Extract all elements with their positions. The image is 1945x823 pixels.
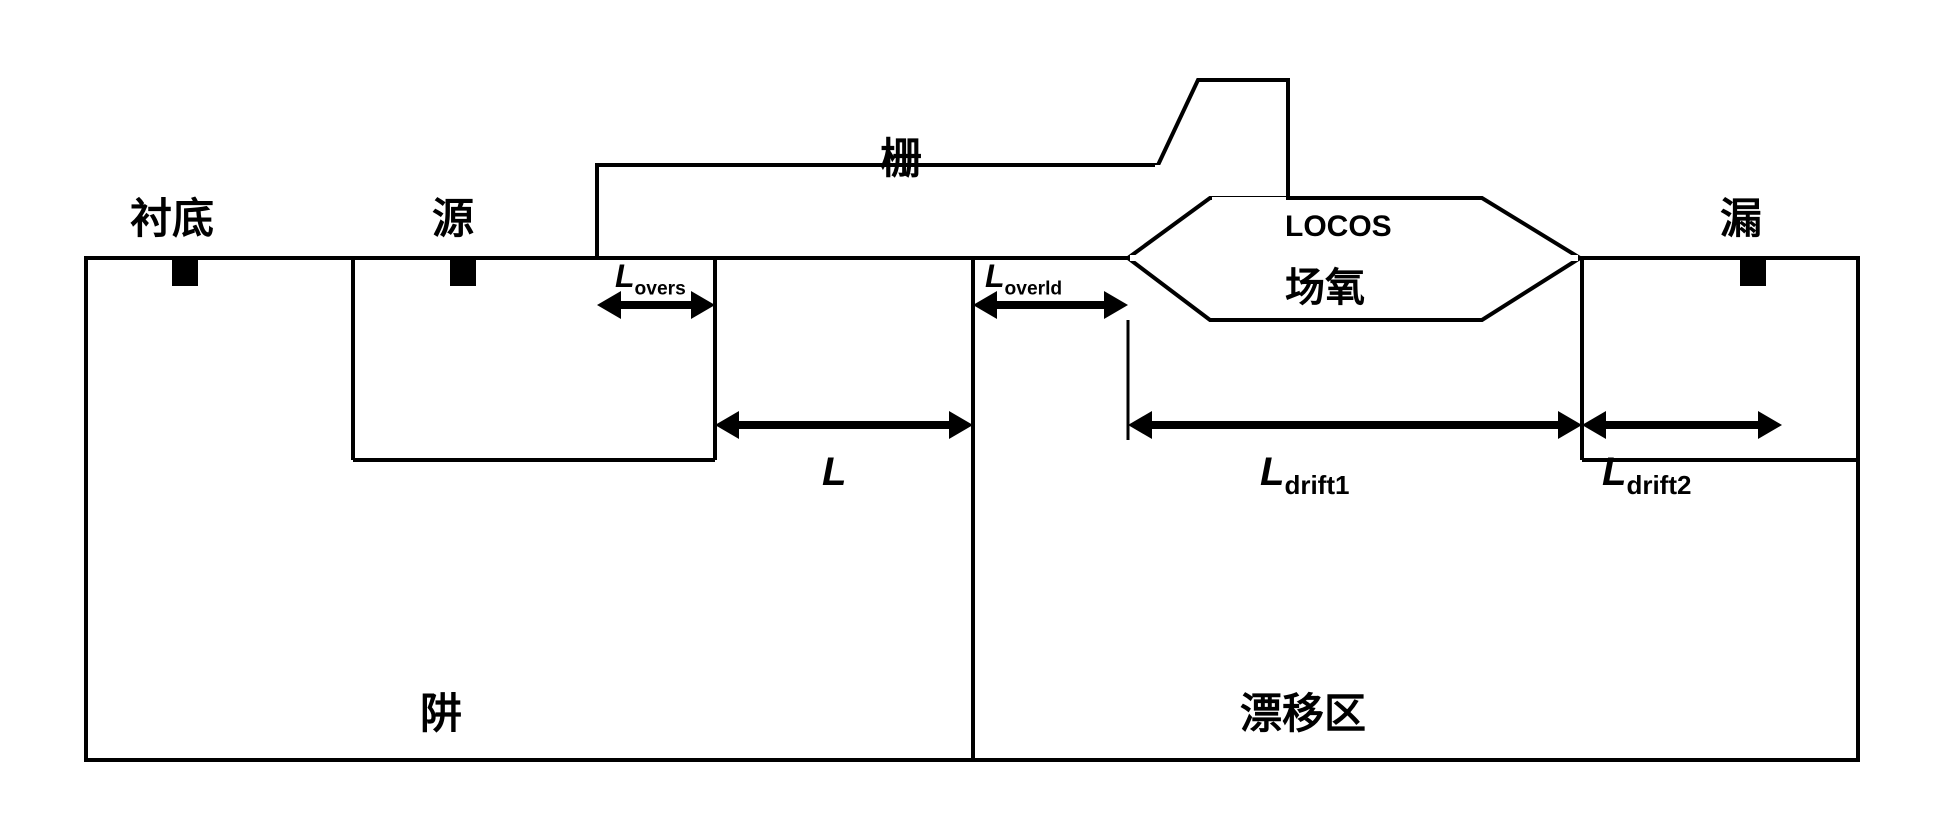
l-drift1-arrow	[1128, 411, 1582, 439]
diagram-container: 衬底 源 栅 漏 LOCOS 场氧 阱 漂移区 Lovers Loverld L…	[0, 0, 1945, 823]
substrate-label: 衬底	[130, 185, 214, 246]
substrate-contact	[172, 260, 198, 286]
l-drift2-label: Ldrift2	[1602, 450, 1691, 501]
locos-label: LOCOS	[1285, 210, 1392, 244]
drain-contact	[1740, 260, 1766, 286]
gate-label: 栅	[880, 125, 922, 186]
drain-label: 漏	[1720, 185, 1762, 246]
field-oxide-label: 场氧	[1285, 255, 1365, 313]
l-label: L	[822, 450, 846, 495]
l-overs-label: Lovers	[615, 258, 686, 300]
drift-region-label: 漂移区	[1240, 680, 1366, 741]
gate-box	[597, 165, 1158, 258]
l-drift1-label: Ldrift1	[1260, 450, 1349, 501]
l-drift2-arrow	[1582, 411, 1782, 439]
well-label: 阱	[420, 680, 462, 741]
source-label: 源	[432, 185, 474, 246]
l-overld-label: Loverld	[985, 258, 1062, 300]
diagram-svg	[0, 0, 1945, 823]
l-arrow	[715, 411, 973, 439]
source-contact	[450, 260, 476, 286]
